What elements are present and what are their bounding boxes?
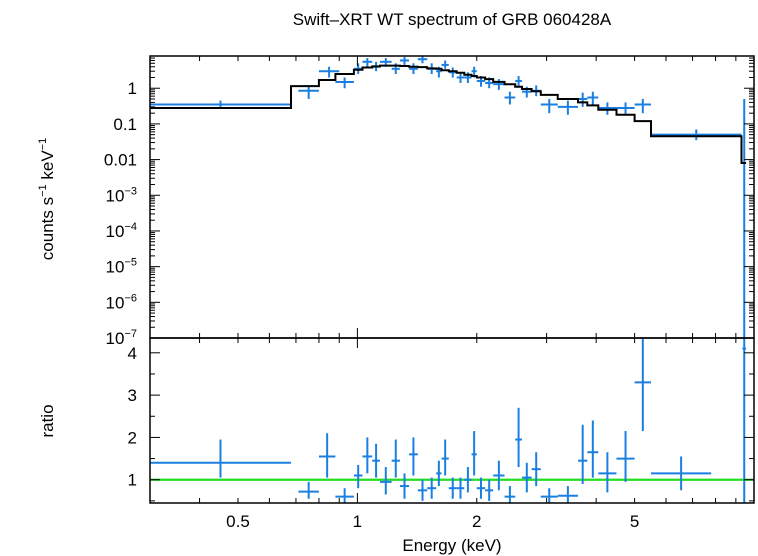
ratio-data-point [436, 460, 442, 487]
x-tick-label: 0.5 [226, 512, 250, 531]
ratio-data-point [441, 439, 449, 476]
spectrum-y-tick-label: 10−6 [106, 292, 137, 312]
ratio-data-point [493, 460, 505, 491]
spectrum-data-point [298, 85, 319, 99]
ratio-data-point [598, 452, 617, 493]
ratio-data-point [362, 437, 373, 474]
ratio-data-point [399, 473, 410, 499]
ratio-data-point [634, 338, 652, 432]
ratio-data-point [521, 462, 532, 493]
ratio-data-point [485, 479, 494, 501]
ratio-data-point [587, 420, 599, 478]
spectrum-y-tick-label: 10−4 [106, 221, 137, 241]
spectrum-y-tick-label: 10−5 [106, 257, 137, 277]
spectrum-y-tick-label: 0.1 [113, 115, 137, 134]
x-axis-label: Energy (keV) [402, 536, 501, 555]
x-tick-label: 1 [353, 512, 362, 531]
ratio-data-point [515, 407, 522, 468]
ratio-data-point [651, 456, 712, 491]
ratio-data-point [391, 439, 400, 478]
spectrum-data-point [504, 91, 516, 105]
ratio-data-point [448, 477, 457, 499]
spectrum-data-point [318, 66, 340, 78]
ratio-data-point [417, 479, 428, 501]
spectrum-data-point [742, 98, 747, 338]
ratio-data-point [616, 431, 635, 482]
model-step-line [150, 64, 747, 164]
ratio-data-point [504, 486, 516, 503]
ratio-data-point [464, 467, 472, 493]
ratio-y-tick-label: 2 [128, 428, 137, 447]
spectrum-data-point [557, 100, 579, 115]
spectrum-data-point [409, 63, 418, 75]
chart-title: Swift–XRT WT spectrum of GRB 060428A [293, 10, 612, 29]
ratio-data-point [150, 439, 291, 478]
ratio-y-tick-label: 4 [128, 344, 137, 363]
spectrum-y-tick-label: 10−7 [106, 328, 137, 348]
spectrum-data-point [634, 98, 652, 114]
ratio-frame [149, 337, 755, 504]
spectrum-frame [149, 55, 755, 339]
spectrum-y-tick-label: 1 [128, 79, 137, 98]
ratio-data-point [471, 431, 477, 476]
spectrum-data-point [493, 79, 505, 90]
spectrum-data-point [540, 98, 558, 114]
ratio-data-point [353, 464, 363, 489]
y-axis-label-ratio: ratio [38, 404, 57, 437]
spectrum-data-point [150, 100, 291, 108]
ratio-data-point [335, 488, 354, 503]
x-tick-label: 2 [472, 512, 481, 531]
ratio-data-point [409, 437, 418, 476]
axes: 1 0.1 0.01 10−3 10−4 10−5 10−6 10−7 1 2 3 4 0.5 1 2 5 [104, 55, 755, 531]
y-axis-label-spectrum: counts s−1 keV−1 [37, 138, 57, 260]
spectrum-data-point [587, 91, 599, 105]
ratio-data-point [427, 477, 437, 499]
ratio-plot-area [150, 338, 754, 503]
ratio-data-point [540, 488, 558, 503]
ratio-data-point [476, 477, 486, 499]
x-tick-label: 5 [630, 512, 639, 531]
spectrum-y-tick-label: 0.01 [104, 151, 137, 170]
ratio-data-point [578, 424, 588, 484]
spectrum-data-point [456, 72, 465, 84]
spectrum-plot-area [150, 56, 747, 338]
ratio-data-point [379, 467, 392, 495]
ratio-data-point [531, 452, 541, 487]
ratio-data-point [372, 443, 380, 478]
ratio-data-point [557, 486, 579, 503]
spectrum-data-point [335, 77, 354, 89]
spectrum-data-point [353, 63, 363, 75]
spectrum-data-point [651, 129, 742, 141]
spectrum-data-point [448, 67, 457, 78]
spectrum-y-tick-label: 10−3 [106, 185, 137, 205]
spectrum-data-point [399, 57, 410, 65]
spectrum-data-point [616, 102, 635, 115]
spectrum-data-point [417, 56, 428, 64]
ratio-y-tick-label: 3 [128, 386, 137, 405]
spectrum-data-point [441, 60, 449, 69]
ratio-y-tick-label: 1 [128, 471, 137, 490]
ratio-data-point [456, 477, 465, 499]
ratio-data-point [318, 433, 336, 478]
spectrum-data-point [515, 76, 522, 87]
ratio-data-point [298, 481, 319, 499]
spectrum-data-point [578, 92, 588, 107]
spectrum-data-point [598, 102, 617, 115]
spectrum-data-point [362, 58, 373, 67]
ratio-data-point [742, 338, 747, 503]
